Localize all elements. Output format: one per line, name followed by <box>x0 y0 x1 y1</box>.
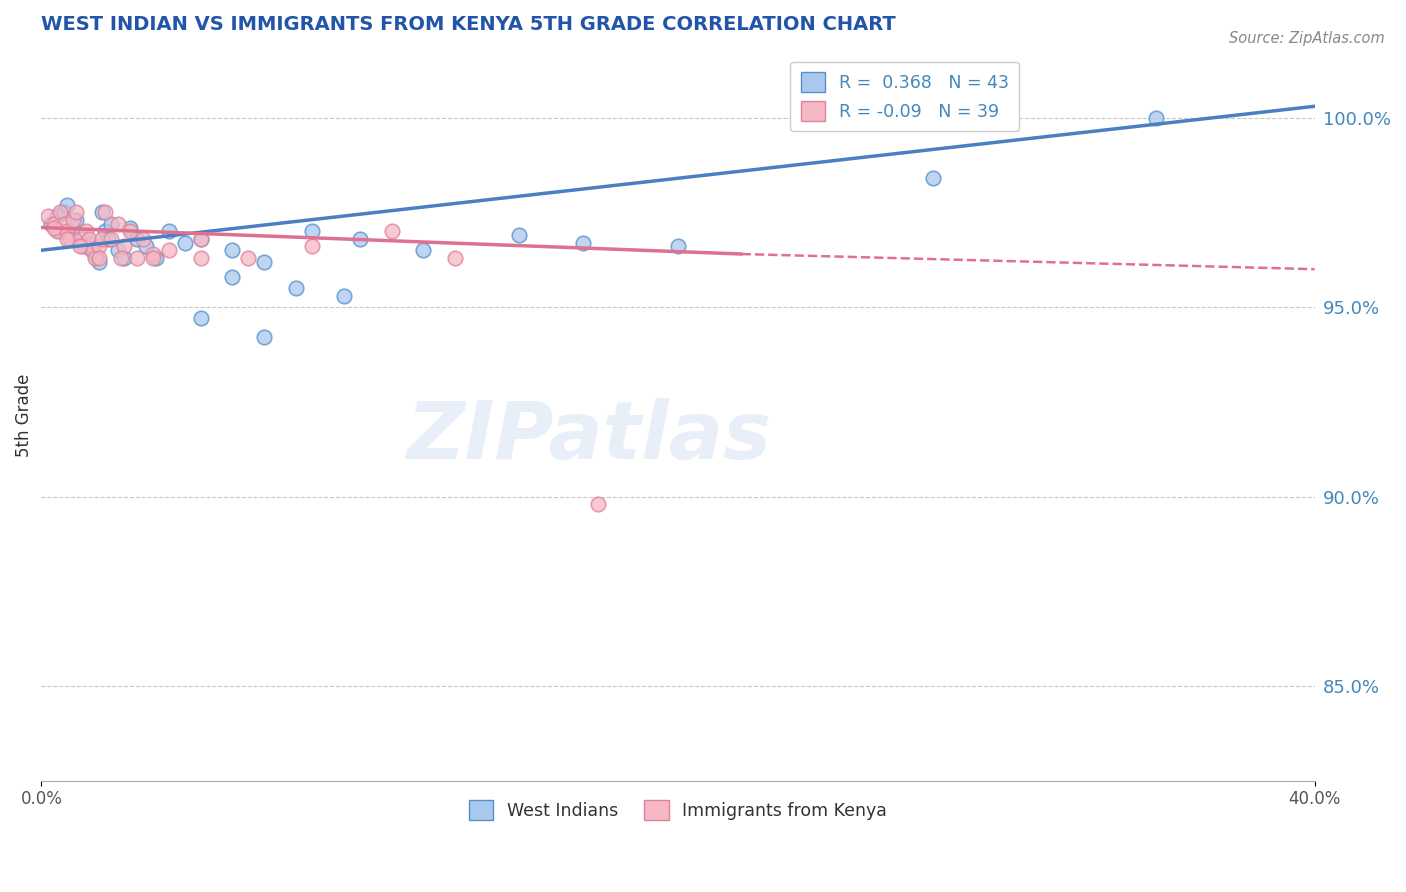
Point <box>69 239 91 253</box>
Point <box>301 224 323 238</box>
Text: Source: ZipAtlas.com: Source: ZipAtlas.com <box>1229 31 1385 46</box>
Point <box>349 232 371 246</box>
Point <box>94 205 117 219</box>
Point <box>84 247 107 261</box>
Point <box>332 289 354 303</box>
Point <box>190 251 212 265</box>
Point <box>65 205 87 219</box>
Y-axis label: 5th Grade: 5th Grade <box>15 374 32 457</box>
Point <box>157 244 180 258</box>
Point <box>1144 111 1167 125</box>
Point <box>75 224 97 238</box>
Point <box>100 232 122 246</box>
Point <box>142 247 165 261</box>
Point <box>62 213 84 227</box>
Point <box>238 251 260 265</box>
Point <box>84 251 107 265</box>
Point <box>285 281 308 295</box>
Point <box>132 232 155 246</box>
Point <box>87 251 110 265</box>
Point <box>49 205 72 219</box>
Point <box>145 251 167 265</box>
Point <box>412 244 434 258</box>
Point <box>221 244 243 258</box>
Point <box>37 209 59 223</box>
Point <box>56 232 79 246</box>
Point <box>588 497 610 511</box>
Point <box>69 232 91 246</box>
Point <box>65 213 87 227</box>
Point <box>97 232 120 246</box>
Point <box>42 220 65 235</box>
Point <box>120 224 142 238</box>
Point <box>52 217 75 231</box>
Point <box>120 220 142 235</box>
Point <box>52 205 75 219</box>
Point <box>59 232 82 246</box>
Point <box>190 311 212 326</box>
Point <box>42 217 65 231</box>
Point <box>190 232 212 246</box>
Point <box>82 244 104 258</box>
Point <box>444 251 467 265</box>
Point <box>94 224 117 238</box>
Point <box>49 224 72 238</box>
Point <box>135 239 157 253</box>
Point <box>59 232 82 246</box>
Point <box>110 251 132 265</box>
Point <box>666 239 689 253</box>
Point <box>69 228 91 243</box>
Point <box>112 251 135 265</box>
Point <box>221 269 243 284</box>
Text: WEST INDIAN VS IMMIGRANTS FROM KENYA 5TH GRADE CORRELATION CHART: WEST INDIAN VS IMMIGRANTS FROM KENYA 5TH… <box>41 15 896 34</box>
Point <box>301 239 323 253</box>
Point <box>142 251 165 265</box>
Point <box>107 217 129 231</box>
Point <box>125 232 148 246</box>
Point <box>253 330 276 344</box>
Point <box>157 224 180 238</box>
Point <box>56 224 79 238</box>
Point <box>46 224 69 238</box>
Point <box>100 217 122 231</box>
Point <box>72 232 94 246</box>
Point <box>62 220 84 235</box>
Point <box>39 217 62 231</box>
Point <box>90 205 112 219</box>
Point <box>571 235 593 250</box>
Point <box>75 239 97 253</box>
Point <box>77 235 100 250</box>
Point <box>508 228 530 243</box>
Point <box>253 254 276 268</box>
Point <box>921 171 943 186</box>
Point <box>173 235 195 250</box>
Point <box>46 209 69 223</box>
Point <box>77 232 100 246</box>
Point <box>56 198 79 212</box>
Point <box>82 244 104 258</box>
Point <box>107 244 129 258</box>
Point <box>380 224 402 238</box>
Point <box>125 251 148 265</box>
Point <box>87 254 110 268</box>
Point <box>190 232 212 246</box>
Point <box>112 239 135 253</box>
Text: ZIPatlas: ZIPatlas <box>406 398 772 476</box>
Legend: West Indians, Immigrants from Kenya: West Indians, Immigrants from Kenya <box>461 793 894 827</box>
Point <box>90 232 112 246</box>
Point <box>72 239 94 253</box>
Point <box>87 239 110 253</box>
